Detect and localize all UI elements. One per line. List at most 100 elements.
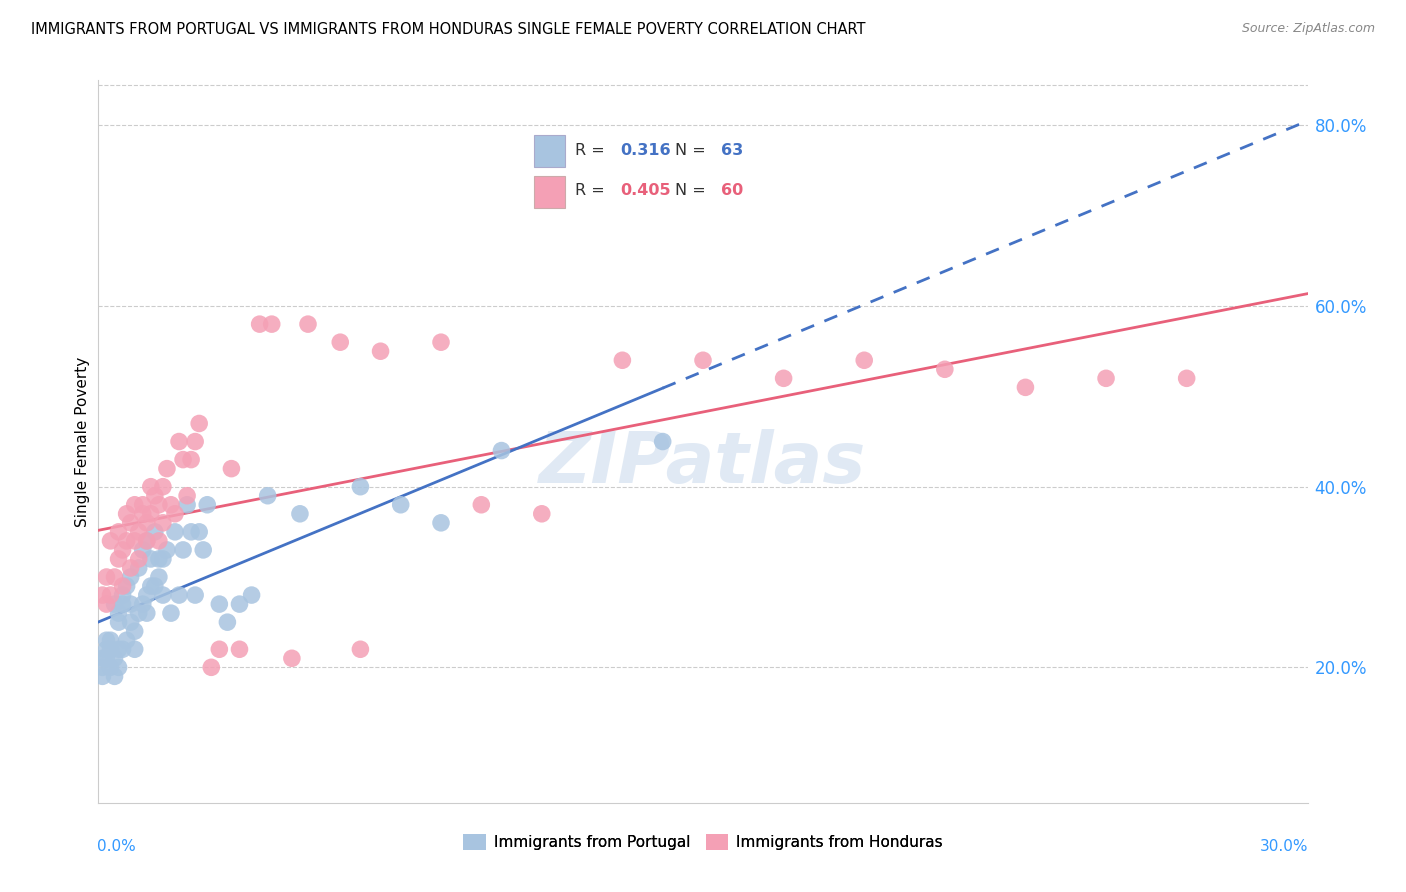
Point	[135, 533, 157, 548]
Point	[934, 362, 956, 376]
Point	[100, 642, 122, 657]
Point	[135, 516, 157, 530]
Point	[120, 597, 142, 611]
Point	[260, 317, 283, 331]
Point	[148, 552, 170, 566]
Point	[107, 642, 129, 657]
Point	[172, 452, 194, 467]
Point	[180, 452, 202, 467]
Text: 63: 63	[721, 143, 744, 158]
Point	[91, 651, 114, 665]
Point	[107, 606, 129, 620]
Point	[193, 542, 215, 557]
Point	[91, 588, 114, 602]
Point	[430, 335, 453, 350]
Point	[163, 524, 186, 539]
Text: N =: N =	[675, 183, 711, 198]
Point	[128, 606, 150, 620]
Point	[120, 615, 142, 630]
Point	[96, 642, 118, 657]
Point	[96, 633, 118, 648]
Point	[143, 524, 166, 539]
Point	[160, 498, 183, 512]
Point	[91, 660, 114, 674]
Point	[152, 516, 174, 530]
Point	[208, 642, 231, 657]
Point	[124, 498, 146, 512]
Point	[370, 344, 392, 359]
Point	[139, 507, 162, 521]
Point	[184, 588, 207, 602]
Y-axis label: Single Female Poverty: Single Female Poverty	[75, 357, 90, 526]
Point	[143, 489, 166, 503]
Point	[1014, 380, 1036, 394]
Point	[120, 561, 142, 575]
Point	[853, 353, 876, 368]
Point	[152, 480, 174, 494]
Point	[772, 371, 794, 385]
Text: Source: ZipAtlas.com: Source: ZipAtlas.com	[1241, 22, 1375, 36]
Point	[139, 552, 162, 566]
Point	[128, 524, 150, 539]
Point	[188, 417, 211, 431]
Point	[132, 507, 155, 521]
Point	[152, 588, 174, 602]
Point	[172, 542, 194, 557]
FancyBboxPatch shape	[534, 135, 565, 167]
Point	[100, 588, 122, 602]
Point	[195, 498, 218, 512]
Point	[167, 434, 190, 449]
Point	[470, 498, 492, 512]
Point	[100, 533, 122, 548]
Legend: Immigrants from Portugal, Immigrants from Honduras: Immigrants from Portugal, Immigrants fro…	[457, 829, 949, 856]
Point	[132, 498, 155, 512]
Text: N =: N =	[675, 143, 711, 158]
Point	[156, 461, 179, 475]
Point	[139, 579, 162, 593]
Point	[329, 335, 352, 350]
Point	[143, 579, 166, 593]
Point	[103, 597, 125, 611]
Point	[111, 542, 134, 557]
Point	[111, 597, 134, 611]
Point	[228, 642, 250, 657]
Point	[124, 624, 146, 639]
Point	[107, 524, 129, 539]
Point	[135, 606, 157, 620]
Point	[111, 579, 134, 593]
Point	[148, 570, 170, 584]
Point	[115, 579, 138, 593]
Point	[288, 507, 311, 521]
Point	[100, 660, 122, 674]
Point	[103, 570, 125, 584]
Point	[115, 533, 138, 548]
Text: 30.0%: 30.0%	[1260, 838, 1309, 854]
Point	[692, 353, 714, 368]
Point	[530, 507, 553, 521]
Point	[103, 669, 125, 683]
Point	[651, 434, 673, 449]
Point	[240, 588, 263, 602]
Point	[176, 489, 198, 503]
Point	[96, 597, 118, 611]
Point	[156, 542, 179, 557]
Point	[135, 588, 157, 602]
FancyBboxPatch shape	[534, 176, 565, 208]
Point	[115, 633, 138, 648]
Text: IMMIGRANTS FROM PORTUGAL VS IMMIGRANTS FROM HONDURAS SINGLE FEMALE POVERTY CORRE: IMMIGRANTS FROM PORTUGAL VS IMMIGRANTS F…	[31, 22, 866, 37]
Point	[128, 561, 150, 575]
Point	[148, 498, 170, 512]
Point	[389, 498, 412, 512]
Point	[115, 507, 138, 521]
Point	[217, 615, 239, 630]
Point	[103, 651, 125, 665]
Point	[124, 533, 146, 548]
Point	[120, 570, 142, 584]
Point	[221, 461, 243, 475]
Text: ZIPatlas: ZIPatlas	[540, 429, 866, 498]
Point	[152, 552, 174, 566]
Point	[180, 524, 202, 539]
Text: R =: R =	[575, 183, 610, 198]
Point	[132, 542, 155, 557]
Point	[297, 317, 319, 331]
